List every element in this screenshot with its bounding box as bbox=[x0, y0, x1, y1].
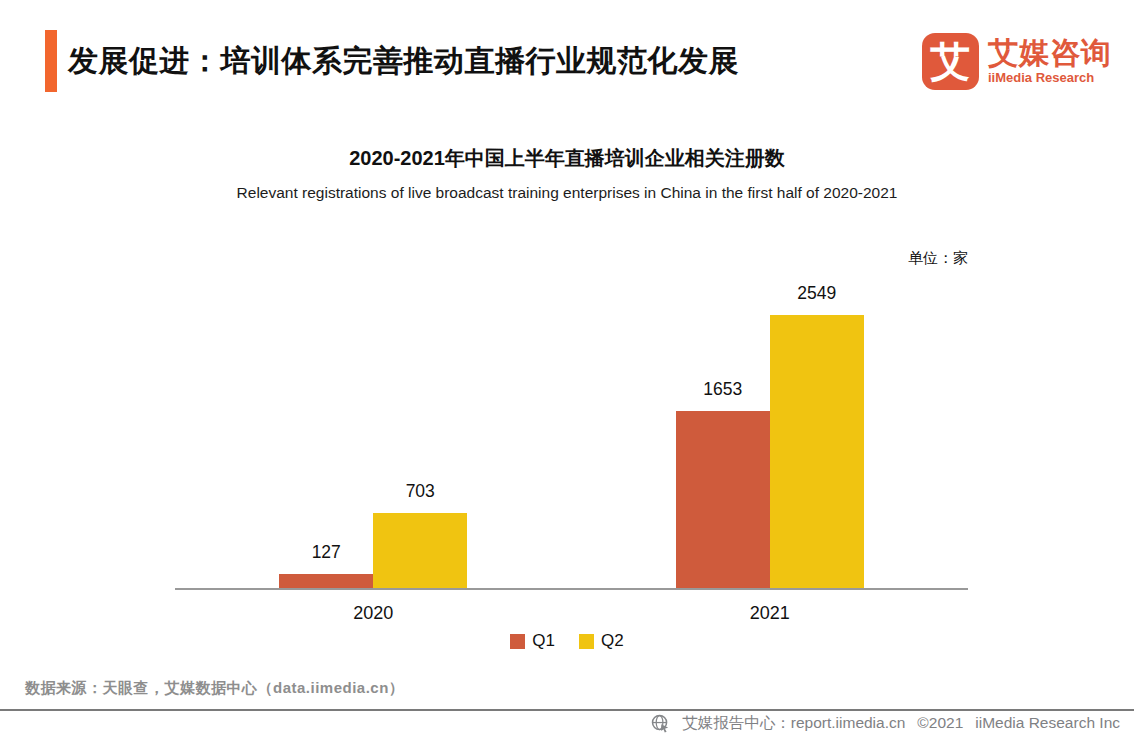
footer: 艾媒报告中心：report.iimedia.cn ©2021 iiMedia R… bbox=[0, 709, 1134, 737]
bar-value-label: 2549 bbox=[797, 283, 836, 304]
plot-area: 12770316532549 bbox=[175, 288, 968, 590]
page-title: 发展促进：培训体系完善推动直播行业规范化发展 bbox=[68, 45, 739, 77]
header: 发展促进：培训体系完善推动直播行业规范化发展 艾 艾媒咨询 iiMedia Re… bbox=[0, 0, 1134, 92]
logo-brand-en: iiMedia Research bbox=[988, 71, 1112, 84]
legend-item-q2: Q2 bbox=[579, 631, 624, 651]
globe-cursor-icon bbox=[651, 714, 670, 733]
unit-label: 单位：家 bbox=[0, 249, 968, 268]
chart-subtitle: Relevant registrations of live broadcast… bbox=[0, 184, 1134, 202]
bar-column-q1-2020: 127 bbox=[279, 542, 373, 588]
bar-value-label: 1653 bbox=[703, 379, 742, 400]
legend-label-q1: Q1 bbox=[532, 631, 555, 651]
bar-q1-2021 bbox=[676, 411, 770, 588]
iimedia-logo-icon: 艾 bbox=[922, 33, 979, 90]
data-source-note: 数据来源：天眼查，艾媒数据中心（data.iimedia.cn） bbox=[25, 679, 404, 698]
footer-company: iiMedia Research Inc bbox=[975, 714, 1120, 732]
bar-group-2020: 127 703 bbox=[175, 481, 572, 588]
legend-item-q1: Q1 bbox=[510, 631, 555, 651]
x-axis-label-2020: 2020 bbox=[175, 603, 572, 624]
bar-value-label: 703 bbox=[406, 481, 435, 502]
footer-report-center: 艾媒报告中心：report.iimedia.cn bbox=[682, 713, 905, 734]
bar-column-q1-2021: 1653 bbox=[676, 379, 770, 588]
legend-swatch-q1 bbox=[510, 634, 525, 649]
legend-label-q2: Q2 bbox=[601, 631, 624, 651]
chart-legend: Q1 Q2 bbox=[0, 631, 1134, 651]
iimedia-logo: 艾 艾媒咨询 iiMedia Research bbox=[922, 33, 1112, 90]
footer-copyright: ©2021 bbox=[917, 714, 963, 732]
bar-value-label: 127 bbox=[312, 542, 341, 563]
title-accent-bar bbox=[45, 30, 57, 92]
logo-brand-cn: 艾媒咨询 bbox=[988, 38, 1112, 68]
bar-column-q2-2021: 2549 bbox=[770, 283, 864, 588]
bar-q1-2020 bbox=[279, 574, 373, 588]
bar-group-2021: 1653 2549 bbox=[572, 283, 969, 588]
bar-q2-2021 bbox=[770, 315, 864, 588]
iimedia-logo-text: 艾媒咨询 iiMedia Research bbox=[988, 38, 1112, 84]
bar-column-q2-2020: 703 bbox=[373, 481, 467, 588]
bar-q2-2020 bbox=[373, 513, 467, 588]
chart-title: 2020-2021年中国上半年直播培训企业相关注册数 bbox=[0, 145, 1134, 172]
report-slide: 发展促进：培训体系完善推动直播行业规范化发展 艾 艾媒咨询 iiMedia Re… bbox=[0, 0, 1134, 737]
bar-chart: 12770316532549 20202021 bbox=[175, 288, 968, 624]
x-axis-label-2021: 2021 bbox=[572, 603, 969, 624]
x-axis: 20202021 bbox=[175, 603, 968, 624]
legend-swatch-q2 bbox=[579, 634, 594, 649]
